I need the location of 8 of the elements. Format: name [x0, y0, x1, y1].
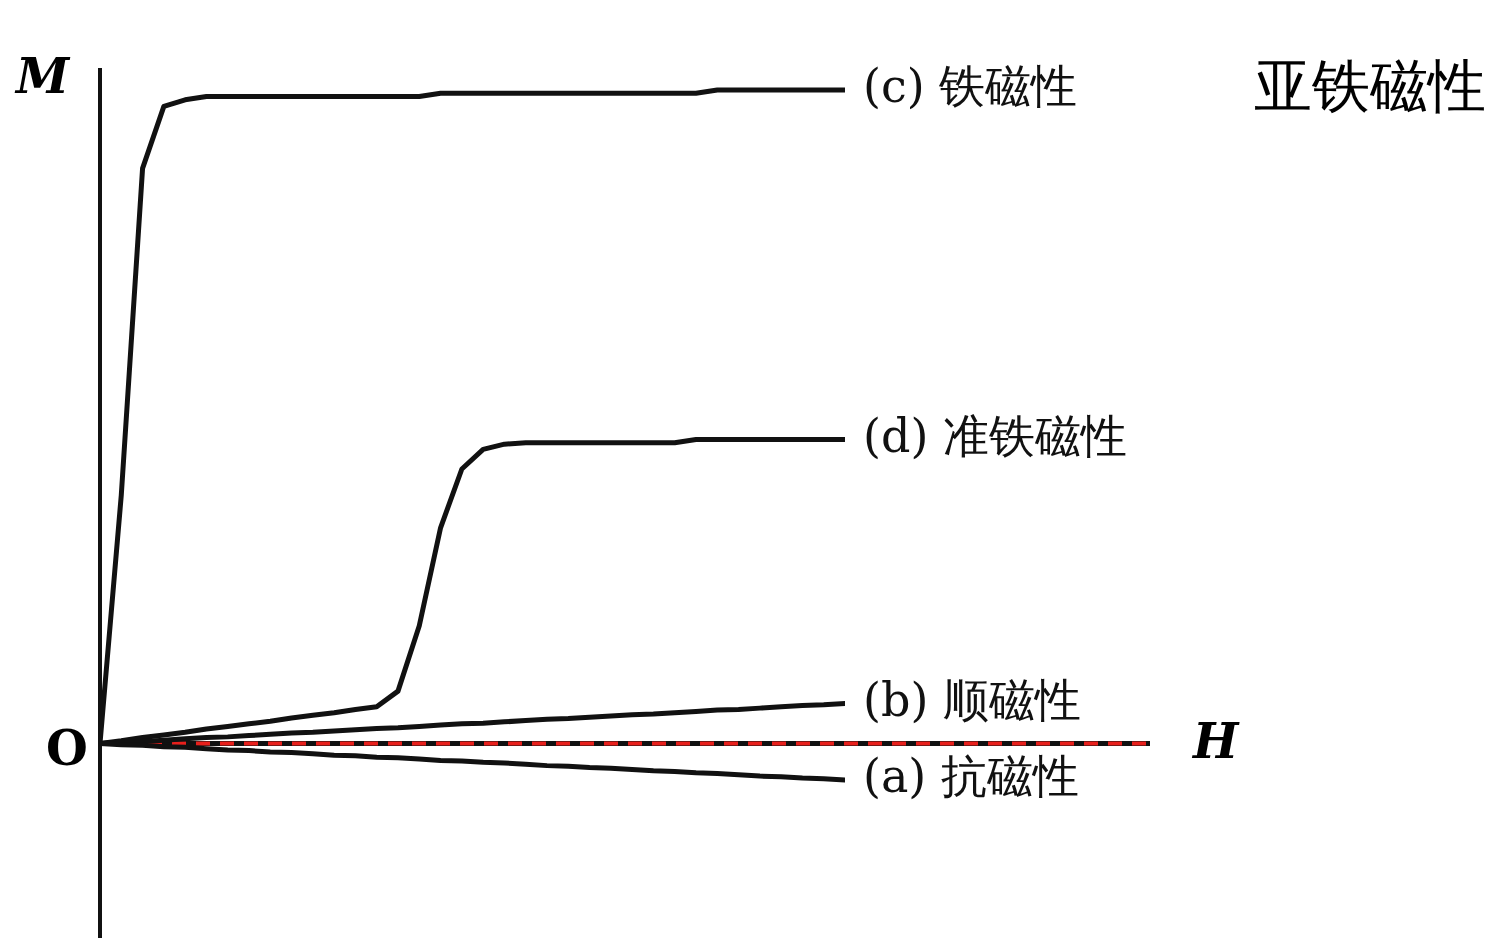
series-label: (b) 顺磁性: [863, 672, 1081, 727]
series-label: (d) 准铁磁性: [863, 408, 1127, 463]
y-axis-title: M: [16, 48, 70, 104]
series-label: (c) 铁磁性: [863, 59, 1078, 113]
text: O: [46, 720, 88, 776]
text: H: [1193, 713, 1239, 769]
series-label: (a) 抗磁性: [863, 749, 1079, 803]
text: 亚铁磁性: [1254, 51, 1486, 122]
